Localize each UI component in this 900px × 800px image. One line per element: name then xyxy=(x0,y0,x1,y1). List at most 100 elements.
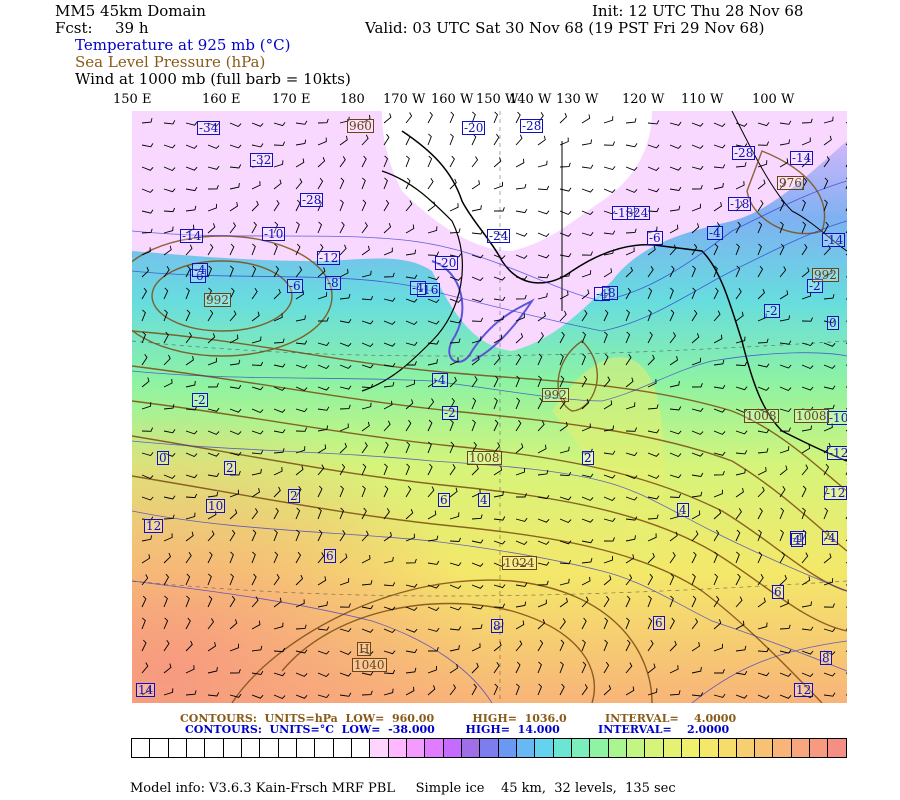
wind-barb xyxy=(471,355,480,366)
wind-barb xyxy=(603,474,616,479)
wind-barb xyxy=(229,551,234,564)
wind-barb xyxy=(273,243,278,256)
wind-barb xyxy=(427,463,433,476)
wind-barb xyxy=(801,199,806,212)
wind-barb xyxy=(405,533,415,542)
isotherm-label: -4 xyxy=(432,373,448,387)
wind-barb xyxy=(405,558,417,564)
color-scale-swatch xyxy=(387,738,407,758)
wind-barb xyxy=(603,353,609,366)
wind-barb xyxy=(691,223,700,234)
wind-barb xyxy=(603,685,612,696)
wind-barb xyxy=(229,164,242,169)
wind-barb xyxy=(691,287,696,300)
wind-barb xyxy=(581,596,589,608)
wind-barb xyxy=(251,573,257,586)
wind-barb xyxy=(537,599,547,608)
wind-barb xyxy=(669,595,674,608)
wind-barb xyxy=(449,228,461,234)
wind-barb xyxy=(273,622,284,630)
wind-barb xyxy=(361,155,367,168)
wind-barb xyxy=(603,230,616,235)
wind-barb xyxy=(207,382,219,388)
wind-barb xyxy=(317,118,329,124)
isotherm-label: -14 xyxy=(822,233,846,247)
wind-barb xyxy=(625,331,631,344)
wind-barb xyxy=(361,296,374,301)
wind-barb xyxy=(757,694,770,700)
wind-barb xyxy=(537,420,545,432)
wind-barb xyxy=(185,512,196,520)
wind-barb xyxy=(185,332,192,344)
wind-barb xyxy=(735,162,747,168)
wind-barb xyxy=(427,510,437,520)
wind-barb xyxy=(603,400,613,410)
wind-barb xyxy=(603,166,616,171)
wind-barb xyxy=(163,495,176,500)
wind-barb xyxy=(273,429,286,434)
wind-barb xyxy=(163,287,169,300)
wind-barb xyxy=(471,397,477,410)
wind-barb xyxy=(647,514,659,520)
wind-barb xyxy=(625,617,630,630)
wind-barb xyxy=(581,139,593,146)
isotherm-label: -20 xyxy=(435,256,459,270)
wind-barb xyxy=(691,452,704,457)
wind-barb xyxy=(295,158,305,168)
wind-barb xyxy=(493,181,503,190)
wind-barb xyxy=(339,199,344,212)
wind-barb xyxy=(691,491,703,498)
isotherm-label: -28 xyxy=(732,146,756,160)
wind-barb xyxy=(229,265,234,278)
lon-label: 100 W xyxy=(752,92,795,107)
isobar-label: 960 xyxy=(347,119,374,133)
wind-barb xyxy=(427,340,440,345)
wind-barb xyxy=(141,118,153,124)
wind-barb xyxy=(317,406,330,411)
wind-barb xyxy=(669,531,678,542)
wind-barb xyxy=(669,309,675,322)
wind-barb xyxy=(757,466,767,476)
pressure-contour-legend: CONTOURS: UNITS=hPa LOW= 960.00 HIGH= 10… xyxy=(180,712,737,725)
wind-barb xyxy=(801,292,812,300)
wind-barb xyxy=(427,419,433,432)
wind-barb xyxy=(713,430,726,435)
wind-barb xyxy=(757,408,770,413)
wind-barb xyxy=(823,156,830,168)
wind-barb xyxy=(405,320,418,326)
wind-barb xyxy=(449,276,462,281)
wind-barb xyxy=(361,442,368,454)
wind-barb xyxy=(559,446,570,454)
wind-barb xyxy=(339,603,351,608)
wind-barb xyxy=(207,618,215,630)
wind-barb xyxy=(317,292,328,300)
wind-barb xyxy=(625,118,637,124)
wind-barb xyxy=(559,639,565,652)
wind-barb xyxy=(691,144,704,149)
wind-barb xyxy=(251,143,264,148)
wind-barb xyxy=(735,694,748,699)
wind-barb xyxy=(141,309,146,322)
wind-barb xyxy=(405,583,418,588)
wind-barb xyxy=(581,251,593,256)
wind-barb xyxy=(669,493,682,498)
wind-barb xyxy=(713,334,723,344)
weather-map: -34 -32 -28 -20 -28 -18 -28 -24 -18 -14 … xyxy=(132,111,847,703)
wind-barb xyxy=(669,224,679,234)
wind-barb xyxy=(273,338,285,344)
color-scale-swatch xyxy=(662,738,682,758)
isotherm-label: -4 xyxy=(594,287,610,301)
wind-barb xyxy=(273,408,286,413)
init-time: Init: 12 UTC Thu 28 Nov 68 xyxy=(592,2,804,20)
wind-barb xyxy=(801,267,810,278)
wind-barb xyxy=(581,684,588,696)
wind-barb xyxy=(185,552,192,564)
wind-barb xyxy=(141,452,154,457)
wind-barb xyxy=(779,427,791,432)
wind-barb xyxy=(559,518,572,524)
wind-barb xyxy=(339,442,348,454)
wind-barb xyxy=(251,181,261,190)
wind-barb xyxy=(251,288,258,300)
color-scale-swatch xyxy=(204,738,224,758)
lon-label: 140 W xyxy=(509,92,552,107)
